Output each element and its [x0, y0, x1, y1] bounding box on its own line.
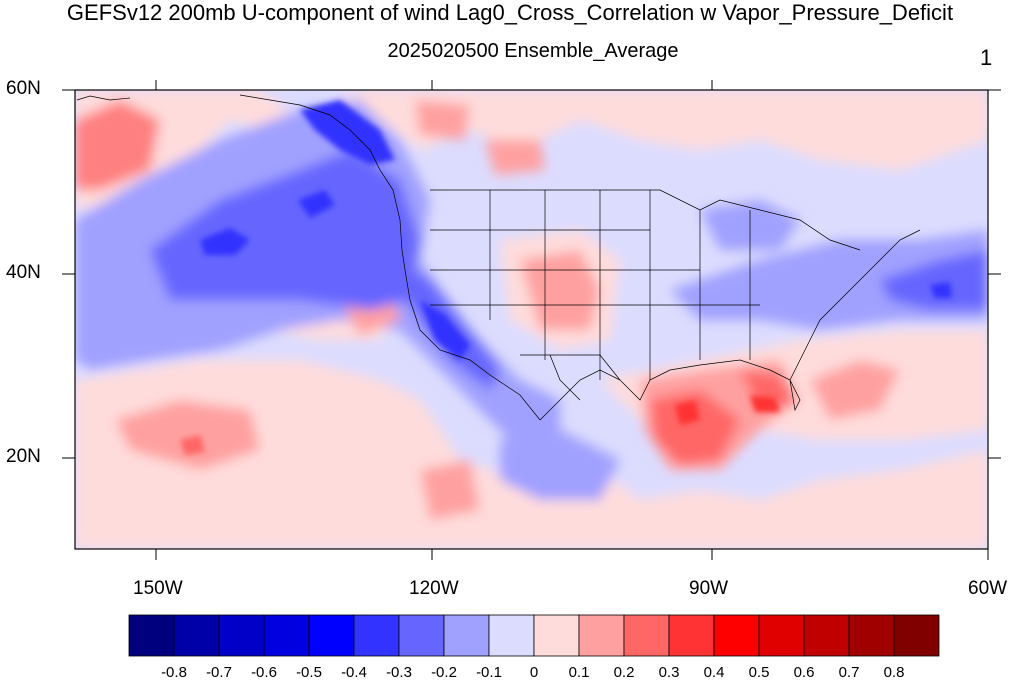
colorbar-swatch [488, 614, 535, 657]
colorbar-swatch [893, 614, 940, 657]
colorbar-label: 0.4 [703, 664, 725, 681]
colorbar-swatch [578, 614, 625, 657]
colorbar-label: -0.1 [476, 664, 502, 681]
lon-label-60w: 60W [968, 578, 1008, 599]
colorbar-label: -0.2 [431, 664, 457, 681]
colorbar-label: 0.6 [793, 664, 815, 681]
colorbar-swatch [218, 614, 265, 657]
plot-subtitle: 2025020500 Ensemble_Average [387, 40, 679, 62]
colorbar-label: -0.8 [161, 664, 187, 681]
colorbar-label: 0.5 [748, 664, 770, 681]
colorbar-label: 0.2 [613, 664, 635, 681]
colorbar-swatch [803, 614, 850, 657]
lon-label-120w: 120W [409, 578, 459, 599]
colorbar-label: 0 [529, 664, 539, 681]
colorbar-swatch [308, 614, 355, 657]
colorbar-swatch [443, 614, 490, 657]
colorbar-label: -0.5 [296, 664, 322, 681]
colorbar-label: 0.3 [658, 664, 680, 681]
colorbar-label: 0.1 [568, 664, 590, 681]
correlation-field [75, 90, 988, 549]
lat-label-40n: 40N [6, 262, 41, 283]
lon-label-90w: 90W [689, 578, 729, 599]
colorbar-swatch [668, 614, 715, 657]
colorbar-label: -0.3 [386, 664, 412, 681]
coastlines-and-borders [76, 94, 921, 421]
colorbar-label: 0.7 [838, 664, 860, 681]
colorbar-swatch [758, 614, 805, 657]
lon-label-150w: 150W [133, 578, 183, 599]
colorbar-swatch [128, 614, 175, 657]
colorbar-label: -0.4 [341, 664, 367, 681]
colorbar-swatch [353, 614, 400, 657]
lat-label-20n: 20N [6, 446, 41, 467]
colorbar-swatch [713, 614, 760, 657]
plot-title: GEFSv12 200mb U-component of wind Lag0_C… [66, 0, 954, 25]
lat-label-60n: 60N [6, 78, 41, 99]
colorbar-label: -0.7 [206, 664, 232, 681]
colorbar-swatch [173, 614, 220, 657]
colorbar-label: 0.8 [883, 664, 905, 681]
colorbar-swatch [398, 614, 445, 657]
panel-number: 1 [980, 45, 993, 70]
map-ticks [62, 80, 1001, 560]
map-frame [74, 89, 989, 550]
colorbar-label: -0.6 [251, 664, 277, 681]
colorbar-swatch [623, 614, 670, 657]
colorbar-swatch [533, 614, 580, 657]
colorbar-swatch [263, 614, 310, 657]
colorbar [128, 614, 940, 657]
colorbar-swatch [848, 614, 895, 657]
